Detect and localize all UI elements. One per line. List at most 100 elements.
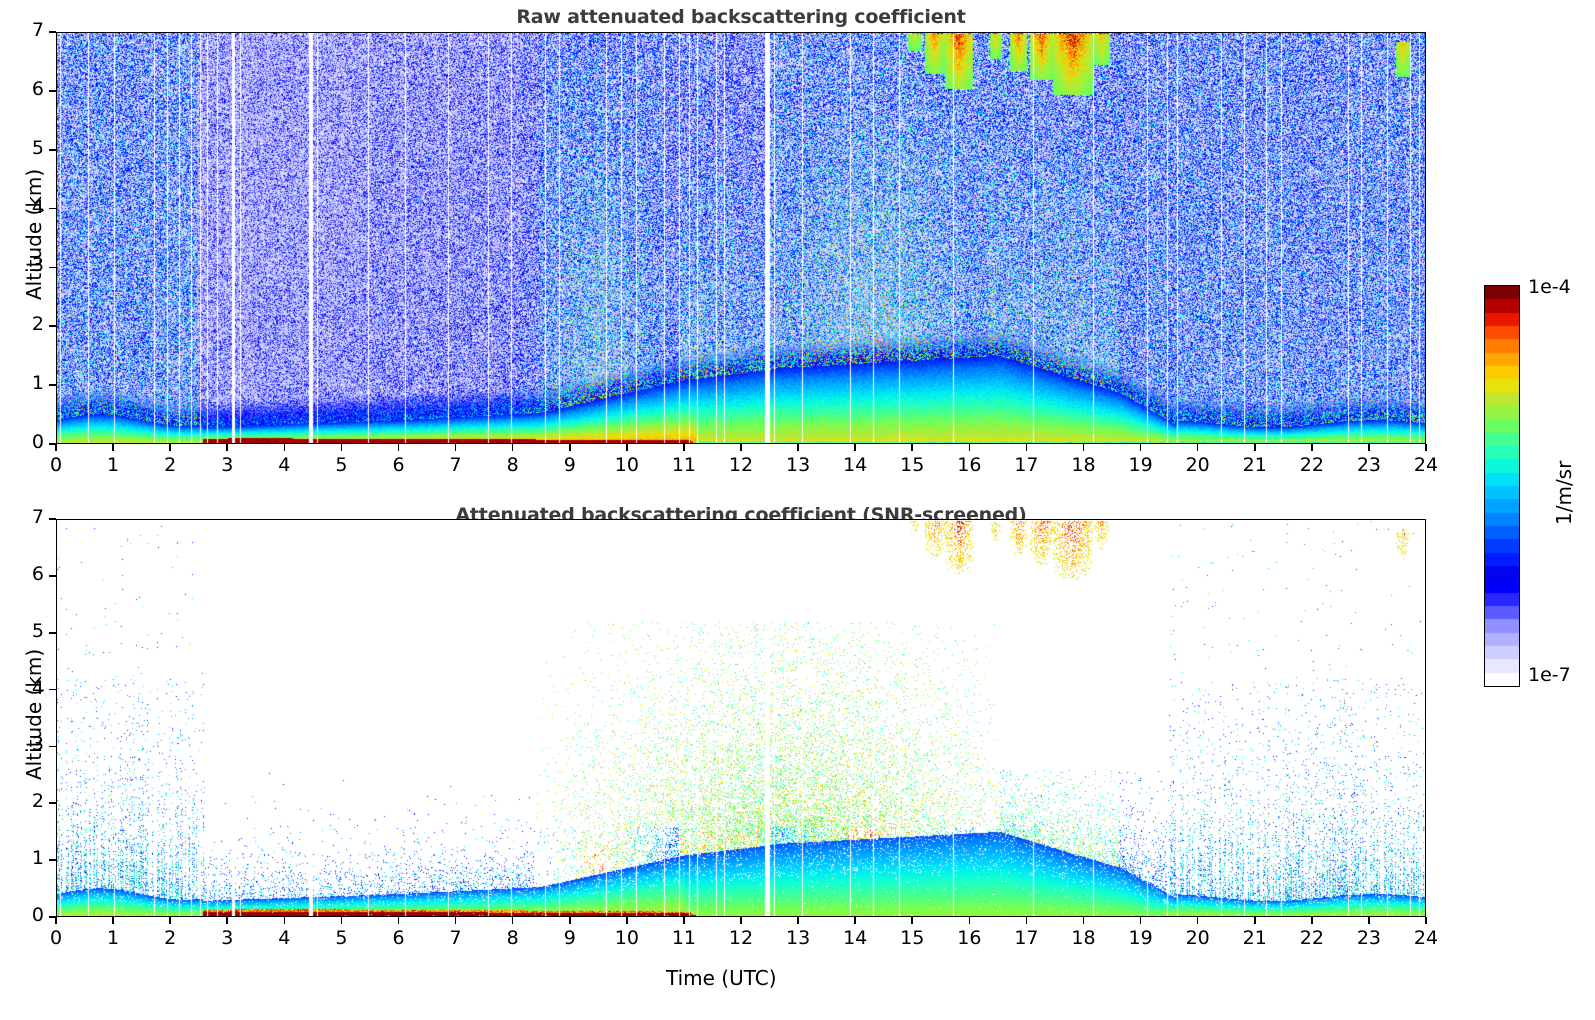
x-tick-mark	[626, 444, 628, 451]
x-tick-mark	[1196, 444, 1199, 451]
x-tick-label: 12	[728, 454, 754, 476]
y-tick-label: 5	[31, 619, 44, 642]
x-tick-label: 3	[221, 927, 234, 949]
x-tick-mark	[1139, 917, 1142, 924]
x-tick-label: 2	[164, 454, 177, 476]
x-tick-label: 16	[957, 454, 982, 476]
x-tick-label: 1	[107, 927, 120, 949]
heatmap-canvas-screened	[57, 520, 1425, 916]
x-tick-mark	[1368, 444, 1370, 451]
y-tick-mark	[49, 802, 56, 805]
x-tick-mark	[1253, 444, 1256, 451]
x-tick-mark	[454, 444, 457, 451]
y-tick-label: 6	[31, 77, 44, 100]
x-tick-label: 11	[671, 927, 696, 949]
x-tick-label: 4	[278, 454, 291, 476]
y-tick-label: 1	[31, 372, 44, 395]
colorbar-min-label: 1e-7	[1528, 664, 1571, 686]
x-tick-mark	[55, 444, 57, 451]
y-tick-label: 3	[31, 733, 44, 756]
x-tick-mark	[1025, 917, 1028, 924]
x-tick-mark	[397, 917, 400, 924]
y-tick-label: 7	[31, 19, 44, 41]
y-tick-mark	[49, 518, 56, 520]
x-tick-label: 19	[1128, 454, 1153, 476]
y-tick-label: 3	[31, 254, 44, 277]
x-tick-label: 10	[614, 927, 639, 949]
y-tick-label: 6	[31, 562, 44, 585]
x-tick-label: 8	[506, 454, 519, 476]
x-tick-mark	[568, 444, 571, 451]
y-axis-label-screened: Altitude (km)	[22, 648, 46, 780]
plot-area-screened	[56, 519, 1426, 917]
x-tick-label: 17	[1014, 454, 1039, 476]
x-tick-label: 19	[1128, 927, 1153, 949]
y-tick-mark	[49, 859, 56, 861]
x-tick-mark	[169, 444, 171, 451]
y-tick-label: 5	[31, 136, 44, 159]
y-tick-mark	[49, 266, 56, 269]
x-tick-mark	[55, 917, 57, 924]
x-tick-mark	[226, 444, 229, 451]
y-tick-mark	[49, 443, 56, 445]
x-tick-mark	[797, 444, 799, 451]
x-tick-label: 20	[1185, 927, 1210, 949]
x-tick-label: 20	[1185, 454, 1210, 476]
x-tick-label: 24	[1413, 927, 1439, 949]
x-tick-mark	[1082, 917, 1085, 924]
y-tick-label: 2	[31, 790, 44, 813]
y-axis-label-raw: Altitude (km)	[22, 168, 46, 300]
x-tick-label: 10	[614, 454, 639, 476]
x-tick-mark	[1368, 917, 1370, 924]
heatmap-canvas-raw	[57, 33, 1425, 443]
x-axis-label-time: Time (UTC)	[666, 966, 777, 990]
x-tick-label: 9	[563, 927, 576, 949]
x-tick-label: 0	[49, 927, 63, 949]
y-tick-mark	[49, 745, 56, 748]
x-tick-label: 24	[1413, 454, 1439, 476]
panel-title-raw: Raw attenuated backscattering coefficien…	[516, 6, 966, 28]
x-tick-mark	[283, 917, 286, 924]
plot-area-raw	[56, 32, 1426, 444]
x-tick-label: 3	[221, 454, 234, 476]
x-tick-mark	[911, 917, 914, 924]
x-tick-label: 13	[785, 454, 811, 476]
x-tick-mark	[511, 444, 514, 451]
x-tick-label: 23	[1356, 927, 1381, 949]
x-tick-mark	[1025, 444, 1028, 451]
y-tick-mark	[49, 207, 56, 210]
x-tick-mark	[169, 917, 171, 924]
y-tick-label: 2	[31, 313, 44, 336]
x-tick-mark	[1253, 917, 1256, 924]
x-tick-mark	[797, 917, 799, 924]
x-tick-label: 17	[1014, 927, 1039, 949]
x-tick-mark	[1311, 444, 1313, 451]
x-tick-mark	[1196, 917, 1199, 924]
x-tick-label: 14	[843, 927, 868, 949]
y-tick-label: 7	[31, 506, 44, 528]
y-tick-mark	[49, 384, 56, 386]
x-tick-mark	[283, 444, 286, 451]
y-tick-mark	[49, 148, 56, 151]
x-tick-mark	[740, 444, 742, 451]
x-tick-mark	[1139, 444, 1142, 451]
x-tick-label: 11	[671, 454, 696, 476]
y-tick-mark	[49, 916, 56, 918]
colorbar	[1484, 285, 1520, 687]
x-tick-label: 18	[1071, 454, 1096, 476]
x-tick-label: 22	[1299, 454, 1324, 476]
y-tick-mark	[49, 90, 56, 92]
y-tick-mark	[49, 325, 56, 328]
x-tick-label: 15	[900, 927, 925, 949]
x-tick-label: 21	[1242, 454, 1267, 476]
x-tick-mark	[854, 917, 856, 924]
x-tick-label: 18	[1071, 927, 1096, 949]
x-tick-mark	[683, 444, 685, 451]
x-tick-mark	[1311, 917, 1313, 924]
x-tick-label: 1	[107, 454, 120, 476]
x-tick-label: 9	[563, 454, 576, 476]
x-tick-label: 15	[900, 454, 925, 476]
x-tick-mark	[511, 917, 514, 924]
x-tick-label: 4	[278, 927, 291, 949]
